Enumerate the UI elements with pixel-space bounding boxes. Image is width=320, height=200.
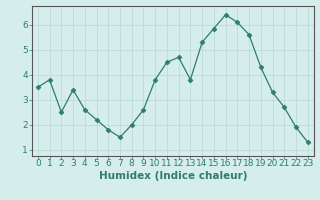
X-axis label: Humidex (Indice chaleur): Humidex (Indice chaleur) xyxy=(99,171,247,181)
